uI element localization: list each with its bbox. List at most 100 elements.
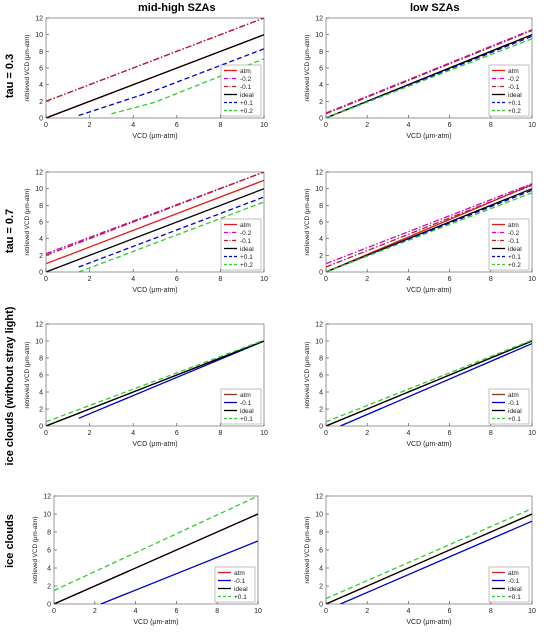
x-tick-label: 2	[365, 122, 369, 129]
x-tick-label: 8	[489, 608, 493, 615]
y-tick-label: 0	[319, 424, 323, 431]
series-line-ideal	[46, 34, 264, 118]
series-line-ideal	[54, 513, 258, 604]
series-line-0-1	[78, 48, 264, 117]
y-axis-label: retrieved VCD (μm-atm)	[32, 517, 39, 584]
legend-box	[220, 64, 262, 117]
legend-label: +0.1	[240, 100, 253, 107]
legend-label: -0.1	[240, 84, 252, 91]
x-tick-label: 4	[406, 276, 410, 283]
legend-label: atm	[240, 392, 251, 399]
x-tick-label: 10	[260, 122, 268, 129]
series-line-0-1	[54, 496, 258, 592]
legend-label: -0.1	[508, 238, 520, 245]
x-tick-label: 4	[131, 276, 135, 283]
x-tick-label: 4	[134, 608, 138, 615]
x-axis-label: VCD (μm-atm)	[406, 287, 451, 294]
legend-label: +0.2	[508, 108, 521, 115]
x-tick-label: 0	[324, 608, 328, 615]
y-tick-label: 8	[319, 203, 323, 210]
y-tick-label: 10	[315, 32, 323, 39]
y-tick-label: 6	[319, 220, 323, 227]
y-tick-label: 4	[319, 566, 323, 573]
x-tick-label: 10	[528, 276, 536, 283]
x-tick-label: 8	[489, 276, 493, 283]
x-tick-label: 2	[365, 430, 369, 437]
chart-panel-ice-nostray-mid-high: 0 2 4 6 8 10 0 2 4 6 8 10 12 VCD (μm-atm) retrieved VC…	[24, 322, 268, 449]
legend-label: ideal	[508, 586, 522, 593]
y-tick-label: 4	[39, 236, 43, 243]
y-tick-label: 12	[315, 16, 323, 23]
plot-area	[45, 323, 265, 427]
legend-label: +0.2	[240, 108, 253, 115]
series-group	[46, 172, 264, 272]
x-tick-label: 2	[365, 608, 369, 615]
legend-box	[488, 64, 530, 117]
y-axis-label: retrieved VCD (μm-atm)	[24, 189, 31, 256]
legend-label: -0.2	[508, 76, 520, 83]
y-tick-label: 12	[315, 322, 323, 329]
x-tick-label: 0	[52, 608, 56, 615]
series-line-0-1	[326, 339, 532, 423]
legend-label: ideal	[508, 92, 522, 99]
y-tick-label: 0	[319, 602, 323, 609]
legend-label: ideal	[240, 408, 254, 415]
x-tick-label: 6	[175, 276, 179, 283]
x-tick-label: 8	[218, 122, 222, 129]
legend-label: +0.2	[508, 262, 521, 269]
chart-panel-tau07-mid-high: 0 2 4 6 8 10 0 2 4 6 8 10 12 VCD (μm-atm) retrieved VC…	[24, 170, 268, 295]
legend-box	[220, 218, 262, 271]
chart-panel-ice-nostray-low: 0 2 4 6 8 10 0 2 4 6 8 10 12 VCD (μm-atm) retrieved VC…	[304, 322, 536, 449]
legend-label: -0.1	[240, 400, 252, 407]
series-group	[326, 339, 532, 426]
series-line-ideal	[46, 188, 264, 272]
y-tick-label: 12	[35, 322, 43, 329]
x-tick-label: 8	[489, 430, 493, 437]
y-tick-label: 12	[35, 170, 43, 177]
y-tick-label: 2	[319, 253, 323, 260]
y-tick-label: 6	[39, 220, 43, 227]
series-line-0-1	[326, 508, 532, 600]
series-line-0-2	[326, 183, 532, 265]
chart-panel-tau07-low: 0 2 4 6 8 10 0 2 4 6 8 10 12 VCD (μm-atm) retrieved VC…	[304, 170, 536, 295]
x-axis-label: VCD (μm-atm)	[133, 619, 178, 626]
x-tick-label: 4	[131, 122, 135, 129]
x-tick-label: 6	[175, 122, 179, 129]
y-tick-label: 4	[319, 390, 323, 397]
y-tick-label: 0	[319, 116, 323, 123]
series-group	[54, 496, 258, 604]
y-tick-label: 10	[315, 339, 323, 346]
y-tick-label: 8	[39, 203, 43, 210]
y-tick-label: 8	[319, 49, 323, 56]
x-tick-label: 10	[528, 122, 536, 129]
legend-label: atm	[508, 570, 519, 577]
column-header-mid-high: mid-high SZAs	[138, 2, 216, 14]
y-tick-label: 6	[319, 66, 323, 73]
x-tick-label: 8	[218, 276, 222, 283]
series-line-0-1	[100, 540, 258, 604]
series-line-0-1	[326, 29, 532, 115]
y-tick-label: 2	[319, 407, 323, 414]
y-tick-label: 10	[315, 186, 323, 193]
y-axis-label: retrieved VCD (μm-atm)	[304, 342, 311, 409]
series-line-0-1	[46, 172, 264, 256]
chart-panel-ice-mid-high: 0 2 4 6 8 10 0 2 4 6 8 10 12 VCD (μm-atm) retrieved VC…	[32, 494, 262, 627]
series-group	[46, 339, 264, 426]
x-tick-label: 8	[489, 122, 493, 129]
legend-label: atm	[508, 222, 519, 229]
legend-label: +0.2	[240, 262, 253, 269]
y-tick-label: 8	[47, 530, 51, 537]
series-line-0-2	[326, 29, 532, 114]
y-tick-label: 4	[319, 236, 323, 243]
x-axis-label: VCD (μm-atm)	[406, 619, 451, 626]
legend-label: atm	[508, 68, 519, 75]
y-tick-label: 8	[39, 49, 43, 56]
x-axis-label: VCD (μm-atm)	[406, 133, 451, 140]
chart-panel-ice-low: 0 2 4 6 8 10 0 2 4 6 8 10 12 VCD (μm-atm) retrieved VC…	[304, 494, 536, 627]
y-tick-label: 12	[35, 16, 43, 23]
